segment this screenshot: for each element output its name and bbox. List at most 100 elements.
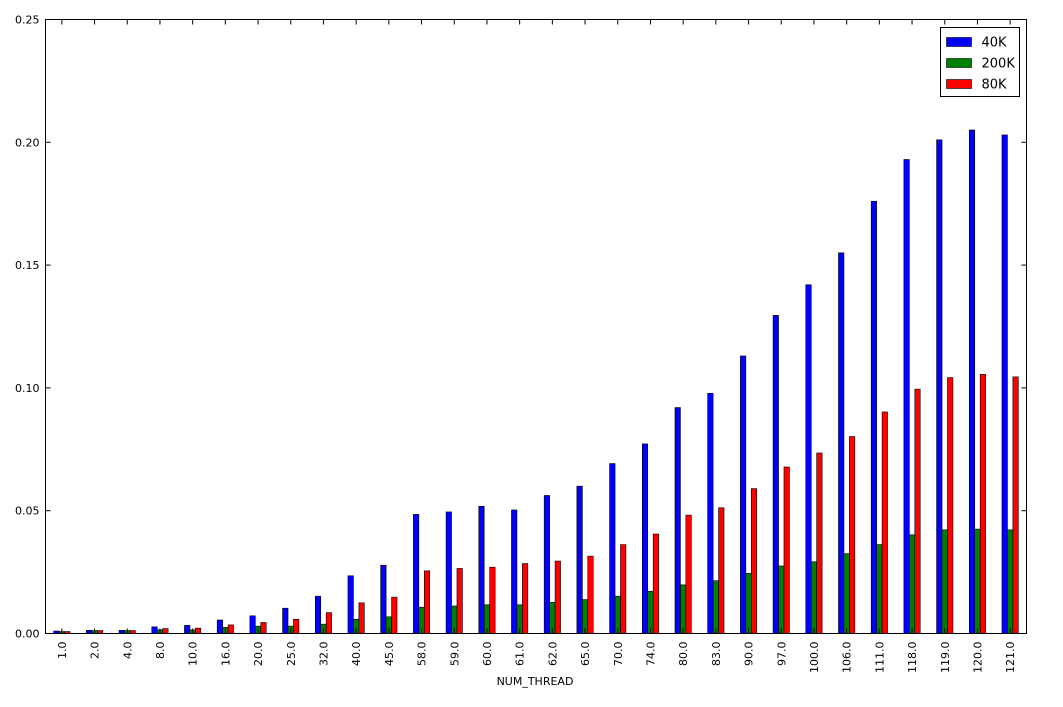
bar-80k-121.0 — [1012, 376, 1019, 634]
bar-200k-106.0 — [843, 553, 850, 634]
bar-40k-45.0 — [380, 564, 387, 634]
bar-40k-25.0 — [282, 607, 289, 634]
y-tick-label: 0.20 — [15, 136, 40, 149]
x-tick-label: 83.0 — [710, 642, 723, 667]
bar-40k-120.0 — [968, 129, 976, 634]
x-tick-label: 121.0 — [1004, 642, 1017, 674]
bar-80k-8.0 — [162, 628, 169, 634]
x-tick-label: 45.0 — [383, 642, 396, 667]
bar-40k-97.0 — [772, 315, 779, 634]
bar-80k-80.0 — [685, 514, 692, 634]
bar-200k-100.0 — [810, 561, 817, 634]
x-tick-label: 74.0 — [644, 642, 657, 667]
bar-80k-60.0 — [489, 566, 496, 634]
x-tick-label: 61.0 — [514, 642, 527, 667]
bar-80k-100.0 — [816, 452, 823, 634]
bar-40k-90.0 — [740, 355, 747, 634]
x-tick-label: 65.0 — [579, 642, 592, 667]
bar-40k-83.0 — [707, 392, 714, 634]
bar-40k-32.0 — [314, 595, 322, 634]
bar-200k-74.0 — [647, 590, 654, 634]
y-tick-label: 0.00 — [15, 628, 40, 641]
bar-80k-74.0 — [652, 533, 659, 634]
bar-40k-119.0 — [936, 139, 943, 634]
bar-80k-59.0 — [456, 568, 463, 634]
x-axis: 1.0 2.0 4.0 8.0 10.0 16.0 20.0 25.0 32.0 40.0 45.0… — [56, 19, 1017, 674]
bar-80k-40.0 — [358, 602, 365, 634]
x-tick-label: 4.0 — [121, 642, 134, 660]
bar-40k-60.0 — [478, 505, 485, 634]
x-tick-label: 106.0 — [841, 642, 854, 674]
x-tick-label: 120.0 — [971, 642, 984, 674]
bars-layer — [53, 129, 1019, 634]
bar-200k-80.0 — [680, 584, 687, 634]
bar-200k-70.0 — [614, 595, 621, 634]
y-tick-label: 0.05 — [15, 505, 40, 518]
x-axis-label: NUM_THREAD — [497, 675, 574, 688]
bar-80k-120.0 — [979, 374, 986, 634]
bar-200k-120.0 — [974, 528, 981, 634]
x-tick-label: 100.0 — [808, 642, 821, 674]
bar-40k-70.0 — [609, 463, 616, 634]
bar-40k-74.0 — [641, 443, 649, 634]
bar-80k-58.0 — [423, 570, 431, 634]
bar-40k-121.0 — [1001, 134, 1008, 634]
bar-40k-65.0 — [576, 485, 583, 634]
legend: 40K 200K 80K — [940, 27, 1020, 97]
bar-200k-111.0 — [876, 544, 883, 634]
legend-swatch-200k — [946, 58, 972, 68]
legend-swatch-40k — [946, 37, 972, 47]
x-tick-label: 59.0 — [448, 642, 461, 667]
bar-40k-61.0 — [511, 509, 518, 634]
bar-40k-59.0 — [445, 511, 452, 634]
bar-80k-70.0 — [620, 544, 627, 634]
x-tick-label: 60.0 — [481, 642, 494, 667]
x-tick-label: 10.0 — [187, 642, 200, 667]
x-tick-label: 16.0 — [219, 642, 232, 667]
bar-80k-10.0 — [195, 627, 202, 634]
bar-40k-16.0 — [216, 619, 223, 634]
bar-80k-16.0 — [227, 624, 234, 634]
y-tick-label: 0.10 — [15, 382, 40, 395]
bar-40k-20.0 — [249, 615, 256, 634]
x-tick-label: 97.0 — [775, 642, 788, 667]
bar-80k-20.0 — [260, 622, 267, 634]
bar-40k-118.0 — [903, 159, 910, 634]
bar-80k-106.0 — [849, 436, 856, 634]
bar-40k-58.0 — [413, 514, 420, 634]
legend-label-80k: 80K — [982, 78, 1008, 93]
bar-80k-118.0 — [914, 388, 921, 634]
x-tick-label: 20.0 — [252, 642, 265, 667]
bar-80k-119.0 — [947, 377, 954, 634]
legend-swatch-80k — [946, 79, 972, 89]
bar-40k-106.0 — [838, 252, 845, 634]
legend-label-40k: 40K — [982, 36, 1008, 51]
bar-200k-65.0 — [582, 599, 589, 634]
x-tick-label: 111.0 — [873, 642, 886, 674]
bar-80k-62.0 — [554, 560, 561, 634]
y-axis: 0.00 0.05 0.10 0.15 0.20 0.25 — [15, 14, 1027, 641]
plot-frame — [45, 19, 1027, 634]
y-tick-label: 0.15 — [15, 259, 40, 272]
bar-40k-10.0 — [184, 625, 191, 634]
x-tick-label: 32.0 — [317, 642, 330, 667]
bar-80k-61.0 — [522, 563, 529, 634]
bar-40k-100.0 — [805, 284, 812, 634]
x-tick-label: 58.0 — [416, 642, 429, 667]
y-tick-label: 0.25 — [15, 14, 40, 27]
bar-80k-111.0 — [881, 411, 888, 634]
x-tick-label: 70.0 — [612, 642, 625, 667]
bar-80k-90.0 — [750, 488, 758, 634]
legend-label-200k: 200K — [982, 57, 1016, 72]
bar-80k-25.0 — [293, 618, 300, 634]
bar-40k-62.0 — [543, 495, 550, 634]
x-tick-label: 1.0 — [56, 642, 69, 660]
bar-80k-83.0 — [718, 507, 725, 634]
bar-200k-121.0 — [1007, 529, 1014, 634]
x-tick-label: 40.0 — [350, 642, 363, 667]
bar-200k-119.0 — [941, 529, 948, 634]
x-tick-label: 25.0 — [285, 642, 298, 667]
x-tick-label: 90.0 — [743, 642, 756, 667]
